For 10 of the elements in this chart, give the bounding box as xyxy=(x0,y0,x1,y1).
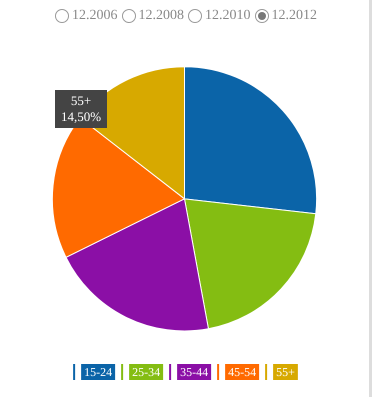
text: 12.2006 xyxy=(71,8,118,24)
legend-label: 55+ xyxy=(276,365,296,379)
text: 12.2012 xyxy=(270,8,317,24)
text: 55+ 14,50% xyxy=(55,90,108,128)
legend-label: 15-24 xyxy=(84,365,112,379)
legend-label: 25-34 xyxy=(132,365,160,379)
text: 12.2010 xyxy=(204,8,250,24)
legend-label: 35-44 xyxy=(180,365,208,379)
legend-label: 45-54 xyxy=(228,365,256,379)
text: 12.2008 xyxy=(138,8,184,24)
